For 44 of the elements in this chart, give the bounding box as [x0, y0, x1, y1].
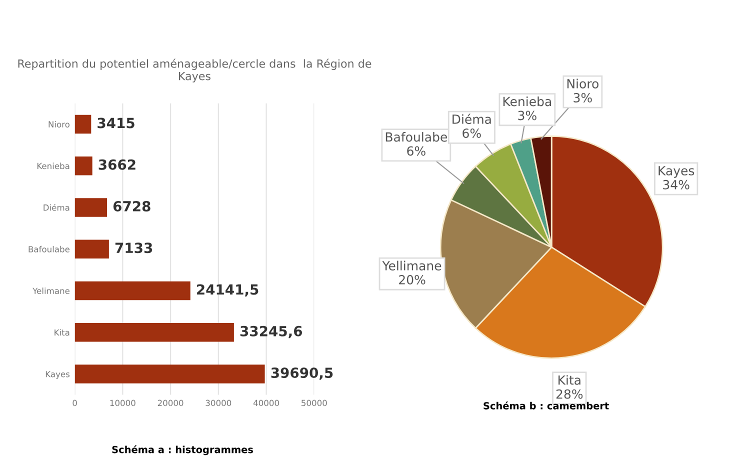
- data-label: 20%: [399, 275, 426, 284]
- bar: [74, 322, 234, 342]
- x-tick-label: 40000: [253, 400, 279, 406]
- data-label: 6728: [113, 200, 150, 212]
- bar: [74, 156, 92, 176]
- x-tick-label: 20000: [158, 400, 184, 406]
- y-tick-label: Nioro: [48, 121, 70, 128]
- x-tick-label: 30000: [206, 400, 232, 406]
- y-tick-label: Kenieba: [37, 162, 70, 170]
- slice-label: Bafoulabe: [386, 132, 447, 142]
- slice-label: Yellimane: [382, 260, 442, 270]
- data-label: 3415: [98, 118, 134, 128]
- text: Schéma a : histogrammes: [112, 445, 253, 456]
- data-label: 34%: [663, 180, 690, 190]
- bar: [74, 281, 190, 300]
- bar: [74, 198, 108, 217]
- x-tick-label: 50000: [302, 400, 327, 406]
- y-tick-label: Kita: [54, 329, 70, 336]
- y-tick-label: Kayes: [46, 371, 70, 379]
- data-label: 24141,5: [197, 284, 258, 297]
- bar: [74, 364, 265, 384]
- y-tick-label: Diéma: [44, 204, 70, 211]
- text: Schéma b : camembert: [484, 402, 609, 410]
- data-label: 33245,6: [240, 326, 302, 338]
- slice-label: Kita: [558, 375, 580, 385]
- chart-title: Repartition du potentiel aménageable/cercle dans la Région de Kayes: [18, 58, 372, 82]
- data-label: 39690,5: [271, 368, 333, 380]
- x-tick-label: 10000: [110, 400, 136, 406]
- data-label: 6%: [407, 146, 426, 156]
- slice-label: Nioro: [567, 78, 598, 88]
- slice-label: Kenieba: [503, 96, 552, 106]
- x-tick-label: 0: [72, 400, 77, 406]
- data-label: 3%: [518, 110, 536, 120]
- y-tick-label: Bafoulabe: [28, 246, 70, 252]
- data-label: 7133: [115, 242, 152, 254]
- bar: [74, 240, 109, 258]
- slice-label: Diéma: [452, 114, 491, 124]
- data-label: 28%: [556, 389, 583, 399]
- data-label: 6%: [462, 128, 481, 138]
- data-label: 3%: [574, 92, 592, 102]
- bar: [74, 114, 92, 134]
- slice-label: Kayes: [658, 166, 694, 178]
- data-label: 3662: [98, 159, 136, 170]
- y-tick-label: Yelimane: [32, 288, 70, 294]
